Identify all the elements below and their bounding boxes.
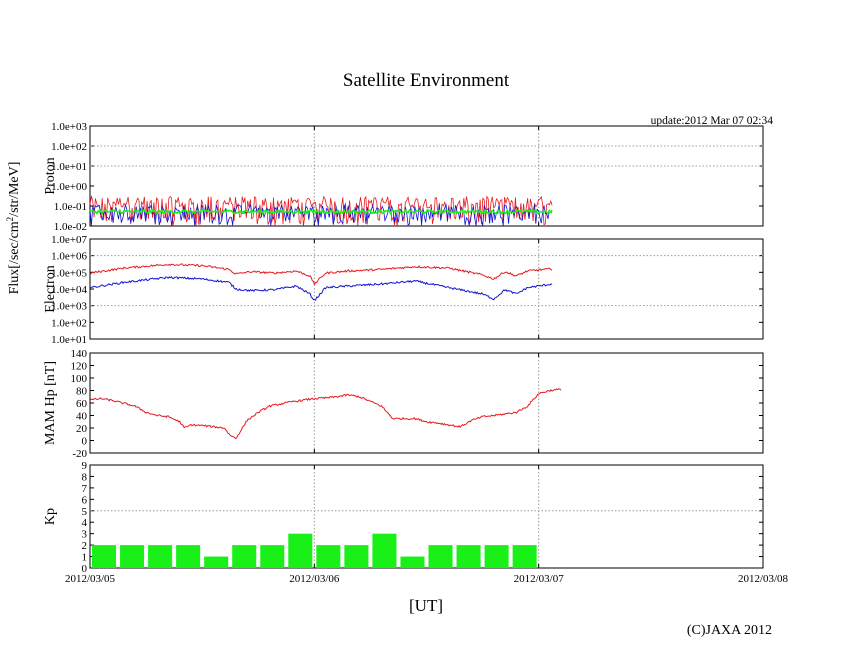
electron-ytick-label: 1.0e+01 [51,334,87,346]
x-tick-labels: 2012/03/05 2012/03/06 2012/03/07 2012/03/08 [65,573,789,585]
kp-bar [457,545,481,568]
kp-bar [92,545,116,568]
kp-bar [260,545,284,568]
x-axis-label: [UT] [409,596,443,615]
copyright: (C)JAXA 2012 [687,623,772,638]
mam_hp-ytick-label: 40 [76,411,88,423]
mam_hp-ytick-label: 20 [76,423,88,435]
kp-bar [513,545,537,568]
mam_hp-ytick-label: 140 [71,348,88,360]
mam_hp-ylabel-group: MAM Hp [nT] [43,361,58,445]
flux-axis-label: Flux[/sec/cm2/str/MeV] [5,162,22,295]
electron-ytick-label: 1.0e+06 [51,251,87,263]
kp-bar [176,545,200,568]
kp-bar [316,545,340,568]
mam_hp-ytick-label: -20 [72,448,87,460]
electron-ytick-label: 1.0e+07 [51,234,87,246]
kp-bar [372,534,396,568]
electron-frame [90,239,763,339]
kp-bar [485,545,509,568]
kp-bar [204,557,228,568]
kp-ylabel: Kp [43,508,58,525]
kp-bar [344,545,368,568]
x-tick-label: 2012/03/06 [289,573,340,585]
electron-line-blue [90,277,552,300]
electron-line-red [90,264,552,284]
mam_hp-frame [90,353,763,453]
mam_hp-ytick-label: 0 [82,436,88,448]
proton-ytick-label: 1.0e-02 [54,221,87,233]
kp-bar [148,545,172,568]
kp-bar [429,545,453,568]
kp-ytick-label: 4 [82,517,88,529]
kp-ytick-label: 5 [82,506,88,518]
kp-bar [400,557,424,568]
mam_hp-ylabel: MAM Hp [nT] [43,361,58,445]
mam_hp-ytick-label: 60 [76,398,88,410]
kp-ytick-label: 1 [82,552,88,564]
kp-ytick-label: 6 [82,494,88,506]
kp-ytick-label: 8 [82,471,88,483]
electron-ylabel-group: Electron [43,265,58,312]
panel-electron: 1.0e+071.0e+061.0e+051.0e+041.0e+031.0e+… [43,234,763,346]
chart-title: Satellite Environment [343,70,510,91]
mam_hp-line-red [90,389,561,439]
kp-ytick-label: 3 [82,529,88,541]
mam_hp-ytick-label: 80 [76,386,88,398]
x-tick-label: 2012/03/07 [514,573,565,585]
kp-ylabel-group: Kp [43,508,58,525]
proton-ytick-label: 1.0e+03 [51,121,87,133]
kp-ytick-label: 2 [82,540,88,552]
x-tick-label: 2012/03/08 [738,573,789,585]
electron-ylabel: Electron [43,265,58,312]
mam_hp-ytick-label: 120 [71,361,88,373]
kp-bar [120,545,144,568]
proton-ytick-label: 1.0e+02 [51,141,87,153]
proton-ylabel: Proton [43,157,58,194]
electron-ytick-label: 1.0e+02 [51,317,87,329]
proton-ytick-label: 1.0e-01 [54,201,87,213]
svg-text:Flux[/sec/cm2/str/MeV]: Flux[/sec/cm2/str/MeV] [5,162,22,295]
kp-bar [232,545,256,568]
flux-label-part2: /str/MeV] [7,162,22,217]
update-timestamp: update:2012 Mar 07 02:34 [651,115,774,127]
mam_hp-ytick-label: 100 [71,373,88,385]
flux-label-part1: Flux[/sec/cm [7,221,22,294]
x-tick-label: 2012/03/05 [65,573,116,585]
kp-ytick-label: 9 [82,460,88,472]
kp-ytick-label: 7 [82,483,88,495]
proton-ylabel-group: Proton [43,157,58,194]
panels: 1.0e+031.0e+021.0e+011.0e+001.0e-011.0e-… [43,121,789,585]
panel-proton: 1.0e+031.0e+021.0e+011.0e+001.0e-011.0e-… [43,121,763,233]
kp-bar [288,534,312,568]
